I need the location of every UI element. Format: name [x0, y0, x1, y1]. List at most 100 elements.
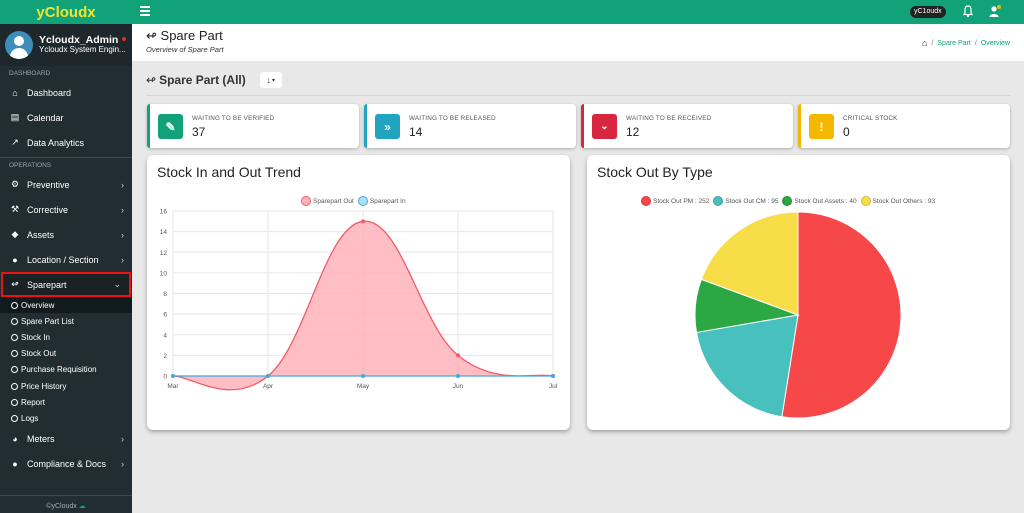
double-chevron-right-icon: » [375, 114, 400, 139]
sidebar-item-label: Corrective [27, 204, 69, 215]
card-value: 14 [409, 125, 423, 139]
home-icon[interactable]: ⌂ [922, 38, 928, 48]
chart-legend: Sparepart Out Sparepart In [297, 196, 406, 206]
sidebar-subitem-price-history[interactable]: Price History [0, 378, 132, 394]
sidebar-item-label: Meters [27, 434, 55, 444]
x-tick-label: Jun [453, 383, 464, 390]
sidebar-item-sparepart[interactable]: ↫ Sparepart ⌄ [1, 272, 131, 297]
menu-toggle-icon[interactable] [140, 6, 150, 16]
card-waiting-released[interactable]: » WAITING TO BE RELEASED 14 [364, 104, 576, 148]
series-area [173, 221, 553, 390]
wrench-icon: ⚒ [10, 204, 20, 214]
pie-slice[interactable] [700, 211, 799, 316]
legend-swatch [860, 196, 871, 206]
environment-badge[interactable]: yC1oudx [910, 6, 946, 18]
subitem-label: Spare Part List [21, 316, 74, 326]
chevron-right-icon: › [121, 459, 124, 469]
filter-dropdown-button[interactable]: ↓ ▾ [259, 72, 282, 88]
sidebar-subitem-report[interactable]: Report [0, 394, 132, 410]
card-value: 37 [192, 125, 206, 139]
card-value: 12 [626, 125, 640, 139]
x-tick-label: May [357, 383, 370, 390]
card-waiting-verified[interactable]: ✎ WAITING TO BE VERIFIED 37 [147, 104, 359, 148]
subitem-label: Report [21, 397, 46, 407]
y-tick-label: 4 [163, 332, 167, 339]
data-point[interactable] [551, 374, 555, 378]
avatar[interactable] [5, 31, 33, 59]
chevron-right-icon: › [121, 179, 124, 190]
section-operations: OPERATIONS [9, 162, 52, 169]
sidebar-item-label: Data Analytics [27, 137, 85, 148]
data-point[interactable] [456, 353, 460, 358]
legend-label[interactable]: Stock Out Assets : 40 [794, 197, 857, 205]
docs-icon: ● [12, 459, 18, 469]
pie-slice[interactable] [695, 314, 799, 418]
data-point[interactable] [361, 219, 365, 224]
circle-icon [11, 382, 18, 390]
user-notification-icon[interactable] [988, 4, 1002, 18]
edit-icon: ✎ [158, 114, 183, 139]
y-tick-label: 6 [163, 312, 167, 319]
legend-label[interactable]: Sparepart Out [313, 197, 354, 205]
y-tick-label: 8 [163, 291, 167, 298]
y-tick-label: 16 [160, 209, 168, 216]
bell-icon[interactable] [961, 4, 975, 18]
sidebar-item-label: Compliance & Docs [27, 459, 107, 469]
subitem-label: Overview [21, 300, 55, 310]
card-accent [364, 104, 367, 148]
chevron-right-icon: › [121, 254, 124, 265]
sidebar-subitem-stock-in[interactable]: Stock In [0, 329, 132, 345]
legend-label[interactable]: Stock Out CM : 95 [725, 197, 779, 205]
sidebar-item-corrective[interactable]: ⚒ Corrective › [0, 197, 132, 222]
sidebar-item-compliance[interactable]: ● Compliance & Docs › [0, 452, 132, 477]
user-panel: Ycloudx_Admin Ycloudx System Engin... [0, 24, 132, 66]
sidebar-item-assets[interactable]: ◆ Assets › [0, 222, 132, 247]
sparepart-icon: ↫ [146, 73, 157, 87]
sidebar-subitem-purchase-requisition[interactable]: Purchase Requisition [0, 362, 132, 378]
sidebar-subitem-spare-part-list[interactable]: Spare Part List [0, 313, 132, 329]
sidebar-item-data-analytics[interactable]: ↗ Data Analytics [0, 130, 132, 155]
y-tick-label: 2 [163, 353, 167, 360]
top-bar: yC1oudx [132, 0, 1024, 24]
sidebar-item-calendar[interactable]: ▤ Calendar [0, 105, 132, 130]
sidebar-subitem-overview[interactable]: Overview [0, 297, 132, 314]
legend-label[interactable]: Stock Out PM : 252 [653, 197, 710, 205]
chevron-right-icon: › [121, 204, 124, 215]
cloud-icon: ☁ [78, 503, 86, 510]
sidebar-item-dashboard[interactable]: ⌂ Dashboard [0, 80, 132, 105]
circle-icon [11, 366, 18, 374]
x-tick-label: Apr [263, 383, 274, 390]
data-point[interactable] [361, 374, 365, 378]
sidebar-item-location[interactable]: ● Location / Section › [0, 247, 132, 272]
sidebar-item-meters[interactable]: ◕ Meters › [0, 427, 132, 452]
brand-logo[interactable]: yCloudx [0, 0, 132, 24]
meter-icon: ◕ [12, 434, 18, 444]
circle-icon [11, 414, 18, 422]
chevron-right-icon: › [121, 229, 124, 240]
circle-icon [11, 301, 18, 309]
sidebar-subitem-logs[interactable]: Logs [0, 410, 132, 426]
circle-icon [11, 350, 18, 358]
card-waiting-received[interactable]: ⌄ WAITING TO BE RECEIVED 12 [581, 104, 793, 148]
pie-slice[interactable] [781, 211, 902, 419]
sidebar-subitem-stock-out[interactable]: Stock Out [0, 346, 132, 362]
page-header: ↫ Spare Part Overview of Spare Part ⌂ / … [132, 24, 1024, 61]
subitem-label: Logs [21, 413, 39, 423]
x-tick-label: Mar [167, 383, 179, 390]
subitem-label: Price History [21, 381, 67, 391]
card-critical-stock[interactable]: ! CRITICAL STOCK 0 [798, 104, 1010, 148]
breadcrumb-link-spare-part[interactable]: Spare Part [937, 39, 971, 47]
legend-label[interactable]: Sparepart In [369, 197, 406, 205]
data-point[interactable] [266, 374, 270, 378]
sidebar-item-label: Location / Section [27, 254, 99, 265]
data-point[interactable] [171, 374, 175, 378]
chart-title: Stock In and Out Trend [157, 164, 301, 180]
footer-text: ©yCloudx [46, 503, 77, 510]
y-tick-label: 12 [160, 250, 168, 257]
sparepart-icon: ↫ [11, 279, 19, 289]
data-point[interactable] [456, 374, 460, 378]
legend-label[interactable]: Stock Out Others : 93 [872, 197, 936, 205]
sidebar-item-label: Dashboard [27, 87, 72, 98]
circle-icon [11, 317, 18, 325]
sidebar-item-preventive[interactable]: ⚙ Preventive › [0, 172, 132, 197]
